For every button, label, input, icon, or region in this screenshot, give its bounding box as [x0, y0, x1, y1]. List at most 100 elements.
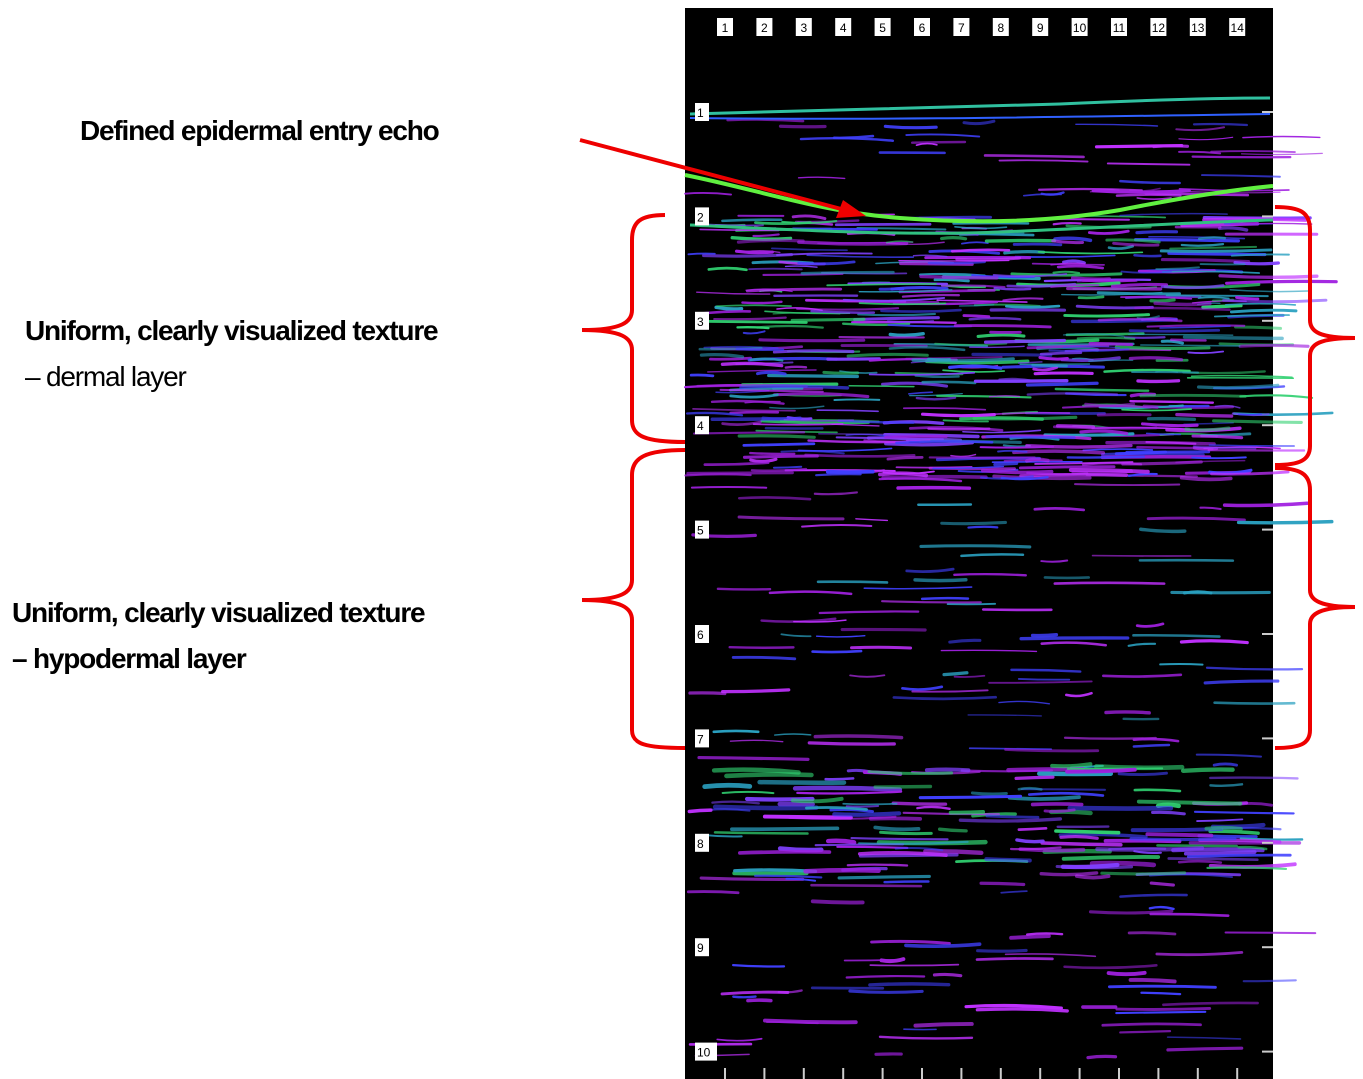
echo-streak: [885, 241, 945, 246]
echo-streak: [1240, 152, 1323, 156]
echo-streak: [1191, 456, 1247, 460]
echo-streak: [721, 790, 775, 795]
echo-streak: [1128, 356, 1184, 362]
scale-box: [835, 18, 852, 36]
echo-streak: [748, 267, 803, 271]
echo-streak: [752, 233, 780, 238]
echo-streak: [1178, 136, 1234, 141]
echo-streak: [878, 1035, 974, 1040]
echo-streak: [1079, 429, 1129, 436]
echo-streak: [886, 456, 924, 461]
echo-streak: [1210, 470, 1290, 476]
echo-streak: [1234, 325, 1282, 330]
echo-streak: [1222, 298, 1328, 304]
echo-streak: [911, 689, 989, 693]
scale-box: [1189, 18, 1206, 36]
echo-streak: [849, 674, 886, 678]
echo-streak: [822, 370, 860, 375]
echo-streak: [749, 451, 796, 456]
echo-streak: [1208, 444, 1295, 447]
echo-streak: [1159, 663, 1204, 666]
echo-streak: [785, 877, 817, 882]
echo-streak: [1097, 317, 1183, 323]
echo-streak: [1112, 241, 1160, 247]
echo-streak: [1019, 472, 1129, 478]
echo-streak: [731, 963, 786, 968]
echo-streak: [1139, 527, 1187, 534]
echo-streak: [883, 880, 930, 884]
echo-streak: [807, 741, 896, 746]
echo-streak: [784, 365, 808, 369]
echo-streak: [720, 361, 784, 368]
echo-streak: [883, 124, 938, 130]
echo-streak: [1018, 465, 1116, 470]
echo-streak: [1119, 893, 1188, 898]
echo-streak: [754, 221, 812, 225]
echo-streak: [973, 379, 1069, 383]
echo-streak: [1038, 355, 1069, 361]
echo-streak: [983, 338, 1067, 344]
echo-streak: [1179, 475, 1233, 482]
echo-streak: [1170, 338, 1207, 342]
scale-box: [756, 18, 773, 36]
echo-streak: [858, 840, 969, 845]
echo-streak: [1010, 272, 1123, 277]
echo-streak: [1169, 245, 1258, 250]
echo-streak: [1237, 845, 1268, 851]
echo-streak: [940, 284, 1006, 289]
echo-streak: [1094, 144, 1184, 149]
echo-streak: [1031, 262, 1105, 266]
echo-streak: [1039, 351, 1083, 356]
echo-streak: [958, 303, 995, 307]
echo-streak: [801, 523, 873, 528]
echo-streak: [741, 300, 783, 305]
scale-box: [695, 833, 709, 852]
echo-streak: [1224, 931, 1317, 935]
echo-streak: [1127, 472, 1158, 477]
echo-streak: [1155, 266, 1200, 271]
echo-streak: [1179, 639, 1249, 645]
echo-streak: [912, 254, 948, 258]
echo-streak: [1104, 710, 1151, 715]
echo-streak: [729, 393, 779, 399]
echo-streak: [1017, 361, 1043, 364]
echo-streak: [776, 307, 823, 312]
echo-streak: [881, 600, 982, 604]
echo-streak: [1199, 506, 1222, 511]
echo-streak: [1135, 622, 1165, 628]
echo-streak: [901, 293, 961, 298]
echo-streak: [1156, 844, 1238, 848]
echo-streak: [1175, 459, 1246, 464]
echo-streak: [971, 352, 1053, 357]
echo-streak: [772, 349, 855, 354]
echo-streak: [1209, 776, 1299, 780]
echo-streak: [967, 525, 999, 529]
echo-streak: [817, 241, 914, 245]
echo-streak: [763, 1018, 858, 1025]
echo-streak: [1149, 298, 1176, 303]
echo-streak: [818, 433, 917, 436]
echo-streak: [975, 957, 1054, 961]
echo-streak: [936, 299, 1028, 303]
echo-streak: [1022, 193, 1062, 197]
echo-streak: [1031, 363, 1068, 368]
echo-streak: [1145, 432, 1182, 436]
echo-streak: [1088, 359, 1134, 363]
annotation: – dermal layer: [25, 361, 186, 392]
echo-streak: [979, 881, 1026, 887]
echo-streak: [1117, 771, 1168, 777]
echo-streak: [712, 729, 760, 734]
echo-streak: [1108, 847, 1167, 851]
echo-streak: [1197, 296, 1230, 300]
annotation: Uniform, clearly visualized texture: [25, 315, 438, 346]
echo-streak: [1191, 434, 1244, 440]
echo-streak: [1149, 912, 1230, 917]
echo-streak: [1038, 187, 1143, 192]
echo-streak: [792, 785, 903, 792]
echo-streak: [936, 394, 1032, 399]
echo-streak: [688, 691, 727, 696]
echo-streak: [840, 344, 928, 348]
echo-streak: [738, 850, 832, 855]
echo-streak: [1056, 264, 1105, 270]
echo-streak: [967, 714, 1042, 717]
